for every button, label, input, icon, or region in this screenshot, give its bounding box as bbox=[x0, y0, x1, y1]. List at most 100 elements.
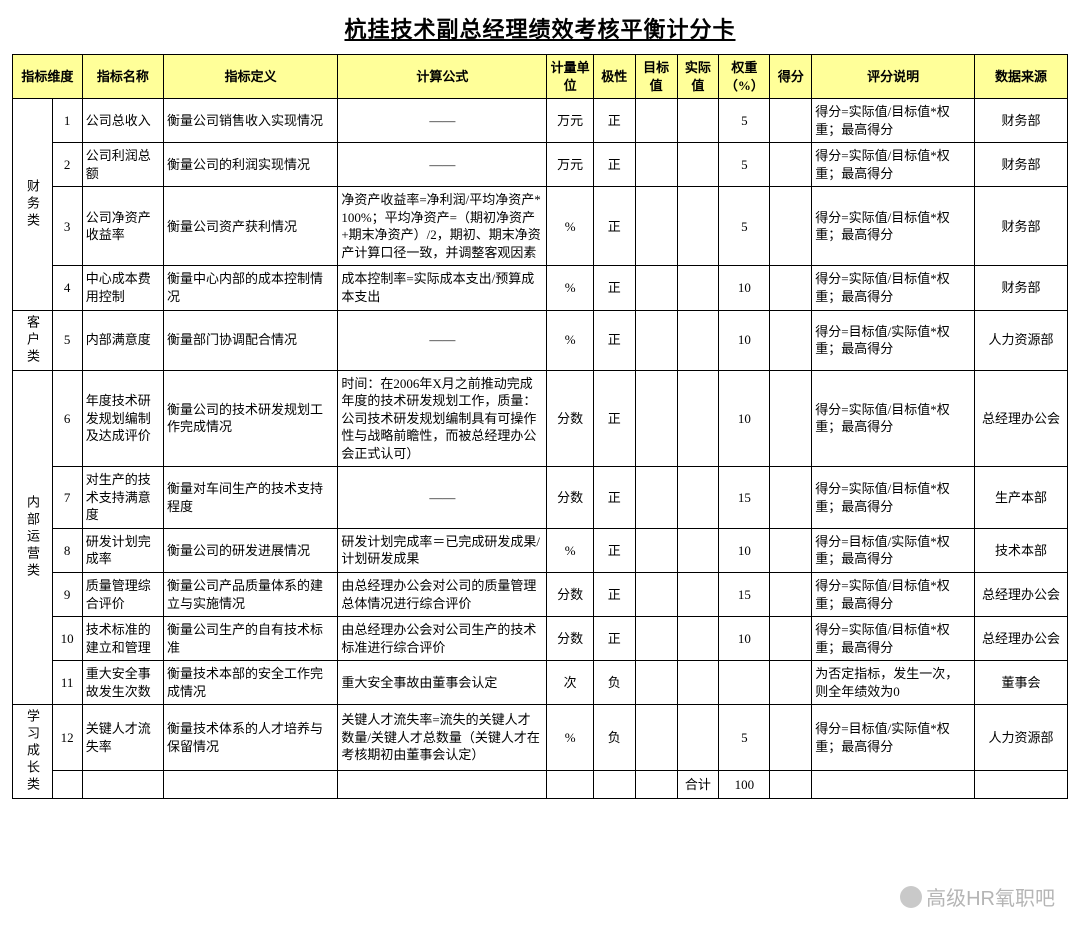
row-av bbox=[677, 705, 719, 771]
row-unit: 分数 bbox=[547, 617, 593, 661]
row-wt: 10 bbox=[719, 370, 770, 467]
row-num: 3 bbox=[52, 187, 82, 266]
row-pol: 正 bbox=[593, 143, 635, 187]
table-row: 客户类 5 内部满意度 衡量部门协调配合情况 —— % 正 10 得分=目标值/… bbox=[13, 310, 1068, 370]
row-name: 中心成本费用控制 bbox=[82, 266, 163, 310]
cat-fin: 财务类 bbox=[13, 99, 53, 310]
row-exp: 为否定指标，发生一次，则全年绩效为0 bbox=[812, 661, 975, 705]
page-title: 杭挂技术副总经理绩效考核平衡计分卡 bbox=[12, 12, 1068, 44]
total-empty bbox=[770, 771, 812, 799]
row-num: 7 bbox=[52, 467, 82, 529]
row-wt bbox=[719, 661, 770, 705]
row-av bbox=[677, 310, 719, 370]
row-unit: % bbox=[547, 705, 593, 771]
h-explain: 评分说明 bbox=[812, 55, 975, 99]
row-num: 10 bbox=[52, 617, 82, 661]
row-exp: 得分=实际值/目标值*权重；最高得分 bbox=[812, 617, 975, 661]
row-def: 衡量部门协调配合情况 bbox=[164, 310, 338, 370]
row-exp: 得分=实际值/目标值*权重；最高得分 bbox=[812, 370, 975, 467]
row-sc bbox=[770, 467, 812, 529]
total-empty bbox=[338, 771, 547, 799]
wechat-icon bbox=[900, 886, 922, 908]
table-row: 2 公司利润总额 衡量公司的利润实现情况 —— 万元 正 5 得分=实际值/目标… bbox=[13, 143, 1068, 187]
total-value: 100 bbox=[719, 771, 770, 799]
row-wt: 10 bbox=[719, 310, 770, 370]
table-row: 11 重大安全事故发生次数 衡量技术本部的安全工作完成情况 重大安全事故由董事会… bbox=[13, 661, 1068, 705]
row-av bbox=[677, 99, 719, 143]
row-name: 研发计划完成率 bbox=[82, 528, 163, 572]
row-sc bbox=[770, 617, 812, 661]
row-src: 财务部 bbox=[974, 99, 1067, 143]
row-sc bbox=[770, 310, 812, 370]
row-exp: 得分=实际值/目标值*权重；最高得分 bbox=[812, 187, 975, 266]
row-unit: 万元 bbox=[547, 143, 593, 187]
table-row: 财务类 1 公司总收入 衡量公司销售收入实现情况 —— 万元 正 5 得分=实际… bbox=[13, 99, 1068, 143]
h-target: 目标值 bbox=[635, 55, 677, 99]
row-formula: —— bbox=[338, 99, 547, 143]
row-wt: 5 bbox=[719, 99, 770, 143]
row-num: 8 bbox=[52, 528, 82, 572]
h-formula: 计算公式 bbox=[338, 55, 547, 99]
row-tv bbox=[635, 467, 677, 529]
row-def: 衡量中心内部的成本控制情况 bbox=[164, 266, 338, 310]
row-def: 衡量公司的研发进展情况 bbox=[164, 528, 338, 572]
row-formula: 关键人才流失率=流失的关键人才数量/关键人才总数量（关键人才在考核期初由董事会认… bbox=[338, 705, 547, 771]
total-empty bbox=[164, 771, 338, 799]
row-def: 衡量公司生产的自有技术标准 bbox=[164, 617, 338, 661]
row-num: 4 bbox=[52, 266, 82, 310]
row-num: 6 bbox=[52, 370, 82, 467]
h-source: 数据来源 bbox=[974, 55, 1067, 99]
row-exp: 得分=实际值/目标值*权重；最高得分 bbox=[812, 99, 975, 143]
row-num: 2 bbox=[52, 143, 82, 187]
row-name: 年度技术研发规划编制及达成评价 bbox=[82, 370, 163, 467]
row-formula: 由总经理办公会对公司生产的技术标准进行综合评价 bbox=[338, 617, 547, 661]
row-pol: 负 bbox=[593, 705, 635, 771]
row-pol: 正 bbox=[593, 99, 635, 143]
row-av bbox=[677, 143, 719, 187]
row-formula: 重大安全事故由董事会认定 bbox=[338, 661, 547, 705]
row-src: 财务部 bbox=[974, 187, 1067, 266]
h-def: 指标定义 bbox=[164, 55, 338, 99]
row-tv bbox=[635, 187, 677, 266]
row-def: 衡量公司的利润实现情况 bbox=[164, 143, 338, 187]
table-row: 学习成长类 12 关键人才流失率 衡量技术体系的人才培养与保留情况 关键人才流失… bbox=[13, 705, 1068, 771]
row-src: 财务部 bbox=[974, 266, 1067, 310]
row-src: 生产本部 bbox=[974, 467, 1067, 529]
row-pol: 负 bbox=[593, 661, 635, 705]
row-pol: 正 bbox=[593, 528, 635, 572]
row-wt: 5 bbox=[719, 143, 770, 187]
row-formula: 研发计划完成率＝已完成研发成果/计划研发成果 bbox=[338, 528, 547, 572]
row-pol: 正 bbox=[593, 467, 635, 529]
row-wt: 10 bbox=[719, 266, 770, 310]
cat-learn: 学习成长类 bbox=[13, 705, 53, 799]
row-tv bbox=[635, 266, 677, 310]
total-empty bbox=[593, 771, 635, 799]
table-row: 9 质量管理综合评价 衡量公司产品质量体系的建立与实施情况 由总经理办公会对公司… bbox=[13, 573, 1068, 617]
row-num: 12 bbox=[52, 705, 82, 771]
row-exp: 得分=实际值/目标值*权重；最高得分 bbox=[812, 573, 975, 617]
cat-ops: 内部运营类 bbox=[13, 370, 53, 705]
h-score: 得分 bbox=[770, 55, 812, 99]
table-row: 3 公司净资产收益率 衡量公司资产获利情况 净资产收益率=净利润/平均净资产*1… bbox=[13, 187, 1068, 266]
row-formula: —— bbox=[338, 143, 547, 187]
row-name: 公司利润总额 bbox=[82, 143, 163, 187]
row-sc bbox=[770, 573, 812, 617]
row-name: 重大安全事故发生次数 bbox=[82, 661, 163, 705]
h-unit: 计量单位 bbox=[547, 55, 593, 99]
row-def: 衡量公司销售收入实现情况 bbox=[164, 99, 338, 143]
row-av bbox=[677, 467, 719, 529]
h-dim: 指标维度 bbox=[13, 55, 83, 99]
row-sc bbox=[770, 528, 812, 572]
row-pol: 正 bbox=[593, 617, 635, 661]
row-av bbox=[677, 266, 719, 310]
row-exp: 得分=目标值/实际值*权重；最高得分 bbox=[812, 528, 975, 572]
row-unit: % bbox=[547, 528, 593, 572]
total-empty bbox=[547, 771, 593, 799]
row-tv bbox=[635, 99, 677, 143]
row-src: 财务部 bbox=[974, 143, 1067, 187]
row-formula: —— bbox=[338, 310, 547, 370]
row-name: 内部满意度 bbox=[82, 310, 163, 370]
row-tv bbox=[635, 573, 677, 617]
row-num: 1 bbox=[52, 99, 82, 143]
h-weight: 权重（%） bbox=[719, 55, 770, 99]
